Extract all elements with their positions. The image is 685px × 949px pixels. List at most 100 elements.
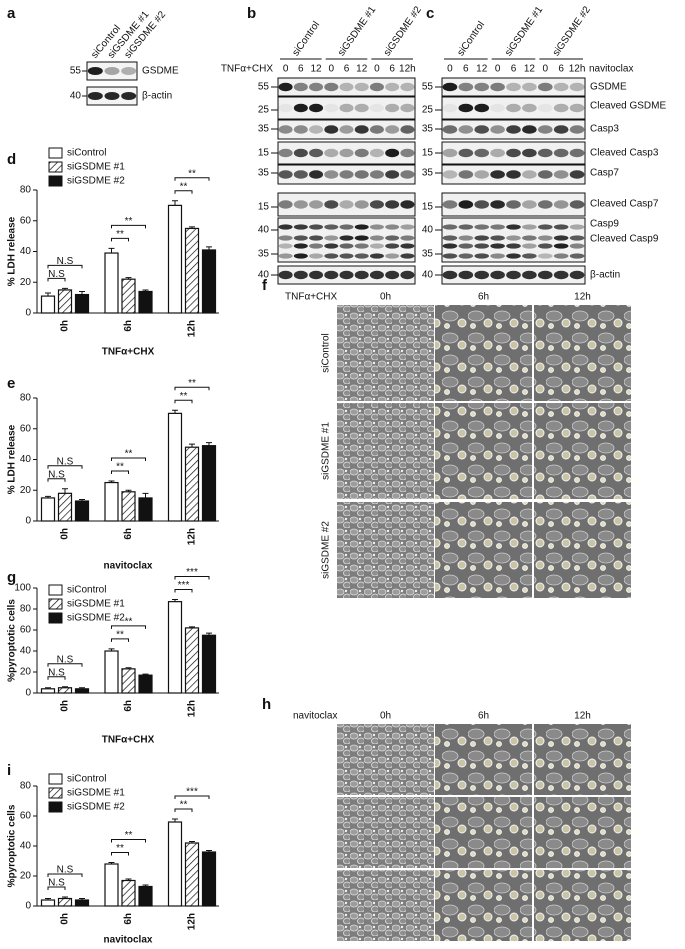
band-label: β-actin xyxy=(590,270,620,281)
mw-marker: 40 xyxy=(422,270,434,281)
x-tick-label: 0h xyxy=(60,700,71,712)
mw-marker: 55 xyxy=(258,82,270,93)
blot-band xyxy=(442,224,458,230)
blot-band xyxy=(324,125,339,134)
blot-band xyxy=(369,82,384,92)
blot-band xyxy=(490,125,505,134)
blot-band xyxy=(324,243,339,249)
blot-band xyxy=(293,270,308,280)
error-bar xyxy=(45,495,51,498)
blot-band xyxy=(474,82,490,92)
legend-label: siGSDME #1 xyxy=(67,788,125,799)
x-axis-label: TNFα+CHX xyxy=(102,735,155,746)
blot-band xyxy=(400,200,415,209)
blot-band xyxy=(369,253,384,259)
significance-label: ** xyxy=(125,449,133,460)
time-label: 0h xyxy=(380,711,391,722)
band-label: GSDME xyxy=(590,82,627,93)
time-label: 6h xyxy=(478,711,489,722)
y-tick-label: 40 xyxy=(20,454,32,465)
blot-band xyxy=(339,224,354,230)
blot-band xyxy=(309,82,324,92)
y-tick-label: 0 xyxy=(25,308,31,319)
blot-band xyxy=(309,270,324,280)
significance-label: *** xyxy=(178,580,190,591)
blot-band xyxy=(354,235,369,241)
blot-band xyxy=(400,224,415,230)
blot-band xyxy=(293,82,308,92)
blot-band xyxy=(293,235,308,241)
micrograph xyxy=(435,502,532,598)
blot-band xyxy=(339,148,354,158)
panel-letter: e xyxy=(7,375,15,392)
blot-band xyxy=(490,270,505,280)
blot-band xyxy=(474,224,490,230)
bar xyxy=(104,650,119,694)
significance-bracket xyxy=(111,224,146,229)
blot-band xyxy=(278,125,293,134)
group-label: siGSDME #1 xyxy=(336,4,378,58)
blot-band xyxy=(104,67,120,75)
bar xyxy=(184,446,200,522)
blot-band xyxy=(569,170,585,179)
micrograph xyxy=(534,724,631,795)
error-bar xyxy=(62,686,68,688)
error-bar xyxy=(125,878,132,881)
bar xyxy=(121,278,136,314)
blot-band xyxy=(369,170,384,179)
blot-band xyxy=(474,235,490,241)
error-bar xyxy=(189,226,195,229)
blot-band xyxy=(474,253,490,259)
panel-letter: f xyxy=(262,277,268,294)
error-bar xyxy=(108,480,115,483)
significance-bracket xyxy=(47,264,83,269)
legend-swatch xyxy=(48,787,63,799)
blot-band xyxy=(324,170,339,179)
micrograph xyxy=(337,797,434,868)
blot-band xyxy=(506,82,521,92)
blot-band xyxy=(553,243,569,249)
blot-band xyxy=(506,170,521,179)
bar xyxy=(201,634,217,694)
blot-band xyxy=(278,224,293,230)
bar xyxy=(40,899,56,907)
y-tick-label: 40 xyxy=(20,246,32,257)
treatment-label: navitoclax xyxy=(589,64,633,75)
lane-label: 6 xyxy=(463,64,469,75)
band-label: Cleaved Casp3 xyxy=(590,148,659,159)
mw-marker: 40 xyxy=(258,225,270,236)
significance-label: ** xyxy=(116,843,124,854)
y-axis-label: % LDH release xyxy=(7,424,18,494)
micrograph xyxy=(534,403,631,499)
blot-band xyxy=(278,270,293,280)
mw-marker: 35 xyxy=(258,249,270,260)
y-tick-label: 20 xyxy=(20,871,32,882)
blot-band xyxy=(385,270,400,280)
band-label: Casp7 xyxy=(590,168,619,179)
blot-band xyxy=(278,170,293,179)
legend-swatch xyxy=(48,612,63,624)
blot-band xyxy=(553,270,569,280)
blot-band xyxy=(569,125,585,134)
band-label: Casp9 xyxy=(590,219,619,230)
error-bar xyxy=(206,442,212,446)
y-tick-label: 40 xyxy=(20,646,32,657)
significance-bracket xyxy=(174,190,193,194)
blot-band xyxy=(522,200,537,209)
lane-label: 12h xyxy=(569,64,586,75)
bar xyxy=(74,500,90,522)
band-label: Cleaved GSDME xyxy=(590,101,666,112)
error-bar xyxy=(142,289,149,292)
blot-band xyxy=(354,148,369,158)
significance-label: ** xyxy=(125,216,133,227)
error-bar xyxy=(172,200,178,206)
blot-band xyxy=(369,224,384,230)
significance-bracket xyxy=(47,873,83,877)
error-bar xyxy=(189,841,195,843)
legend-swatch xyxy=(48,598,63,610)
blot-band xyxy=(522,148,537,158)
error-bar xyxy=(206,850,212,852)
lane-label: 0 xyxy=(328,64,334,75)
blot-band xyxy=(553,82,569,92)
mw-marker: 15 xyxy=(258,148,270,159)
